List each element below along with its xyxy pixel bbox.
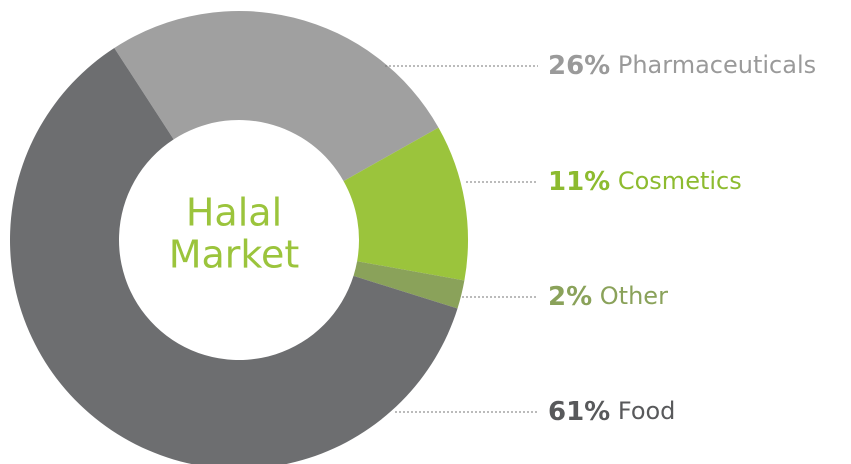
slice-percent: 61% [548, 397, 610, 427]
center-label: Halal [186, 191, 282, 235]
slice-percent: 2% [548, 282, 592, 312]
slice-name: Other [592, 282, 668, 310]
slice-name: Pharmaceuticals [610, 51, 816, 79]
slice-percent: 26% [548, 51, 610, 81]
donut-slice [10, 47, 458, 464]
slice-name: Cosmetics [610, 167, 742, 195]
center-label: Market [169, 233, 300, 277]
donut-slice [353, 261, 465, 309]
slice-label: 61% Food [548, 397, 675, 427]
slice-name: Food [610, 397, 675, 425]
slice-label: 11% Cosmetics [548, 167, 742, 197]
slice-label: 26% Pharmaceuticals [548, 51, 816, 81]
donut-slice [343, 127, 469, 281]
slice-label: 2% Other [548, 282, 668, 312]
slice-percent: 11% [548, 167, 610, 197]
donut-slice [114, 10, 439, 182]
